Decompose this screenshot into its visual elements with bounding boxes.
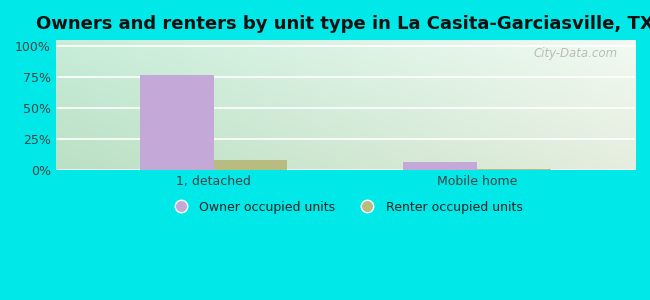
Bar [214,160,287,170]
Bar [403,162,477,170]
Text: City-Data.com: City-Data.com [534,46,618,60]
Bar [477,169,551,170]
Title: Owners and renters by unit type in La Casita-Garciasville, TX: Owners and renters by unit type in La Ca… [36,15,650,33]
Bar [140,75,214,170]
Legend: Owner occupied units, Renter occupied units: Owner occupied units, Renter occupied un… [163,196,528,219]
